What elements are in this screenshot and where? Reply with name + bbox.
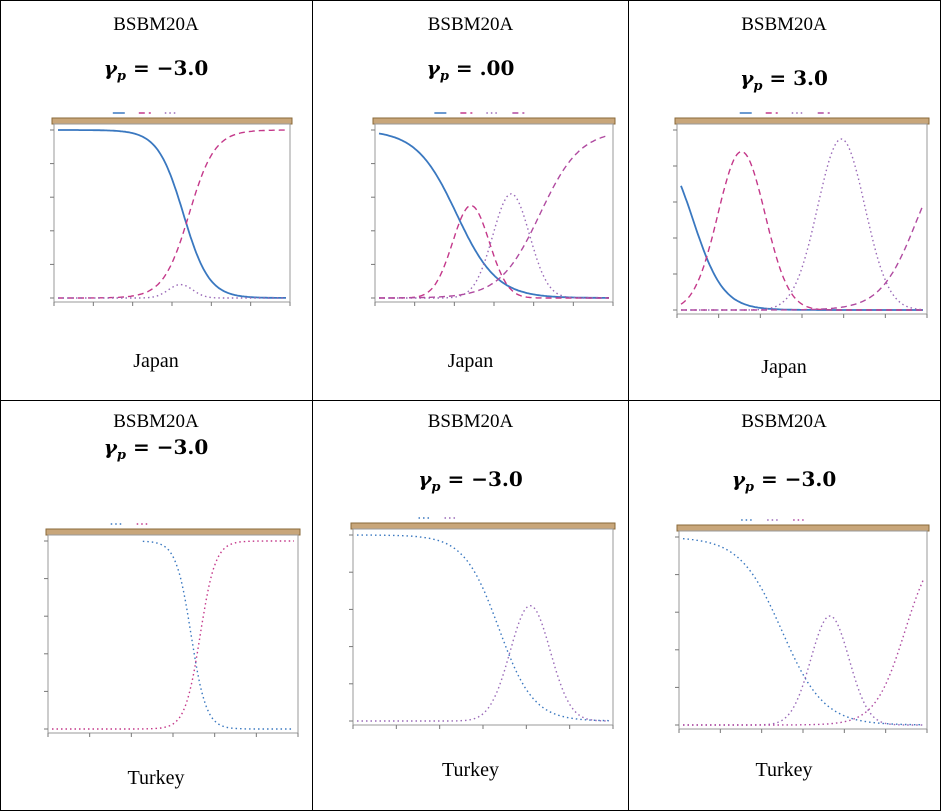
column-divider (312, 0, 313, 811)
panel-strip (45, 528, 301, 536)
column-divider (628, 0, 629, 811)
series-line (680, 150, 923, 311)
series-line (682, 538, 923, 726)
panel-strip (674, 117, 930, 125)
country-label: Japan (761, 356, 807, 378)
country-label: Turkey (441, 759, 500, 781)
panel-japan-neg: BSBM20A γp = −3.0 Japan (0, 0, 312, 400)
panel-strip (51, 117, 293, 125)
plot-frame (676, 123, 928, 315)
item-code: BSBM20A (427, 14, 514, 35)
gamma-label: γp = −3.0 (731, 467, 837, 495)
item-code: BSBM20A (113, 14, 199, 35)
panel-strip (372, 117, 616, 125)
series-line (58, 129, 286, 299)
series-line (379, 134, 610, 299)
series-line (52, 540, 294, 730)
series-line (681, 204, 924, 311)
gamma-label: γp = −3.0 (418, 467, 523, 495)
item-code: BSBM20A (741, 14, 827, 35)
panel-strip (350, 522, 616, 530)
plot-frame (352, 528, 614, 726)
panel-turkey-2: BSBM20A γp = −3.0 Turkey (313, 401, 628, 810)
plot-frame (374, 123, 614, 303)
series-line (357, 604, 609, 722)
country-label: Japan (133, 350, 179, 372)
item-code: BSBM20A (427, 411, 514, 432)
series-line (142, 540, 294, 730)
category-curve-chart (50, 112, 293, 306)
category-curve-chart (44, 523, 301, 737)
gamma-label: γp = .00 (426, 56, 515, 84)
item-code: BSBM20A (741, 411, 827, 432)
panel-strip (676, 524, 930, 532)
category-curve-chart (675, 519, 930, 733)
plot-frame (678, 530, 928, 730)
category-curve-chart (371, 112, 616, 306)
series-line (379, 204, 609, 299)
country-label: Turkey (755, 759, 813, 781)
panel-japan-zero: BSBM20A γp = .00 Japan (313, 0, 628, 400)
row-divider (0, 400, 941, 401)
panel-japan-pos: BSBM20A γp = 3.0 Japan (629, 0, 939, 400)
gamma-label: γp = 3.0 (740, 66, 828, 94)
gamma-label: γp = −3.0 (103, 56, 209, 84)
series-line (357, 534, 610, 722)
category-curve-chart (673, 112, 930, 318)
gamma-label: γp = −3.0 (103, 435, 209, 463)
country-label: Japan (447, 350, 494, 372)
category-curve-chart (349, 517, 616, 729)
item-code: BSBM20A (113, 411, 199, 432)
country-label: Turkey (127, 767, 185, 789)
plot-frame (53, 123, 291, 303)
panel-turkey-1: BSBM20A γp = −3.0 Turkey (0, 401, 312, 810)
panel-turkey-3: BSBM20A γp = −3.0 Turkey (629, 401, 939, 810)
plot-frame (47, 534, 299, 734)
